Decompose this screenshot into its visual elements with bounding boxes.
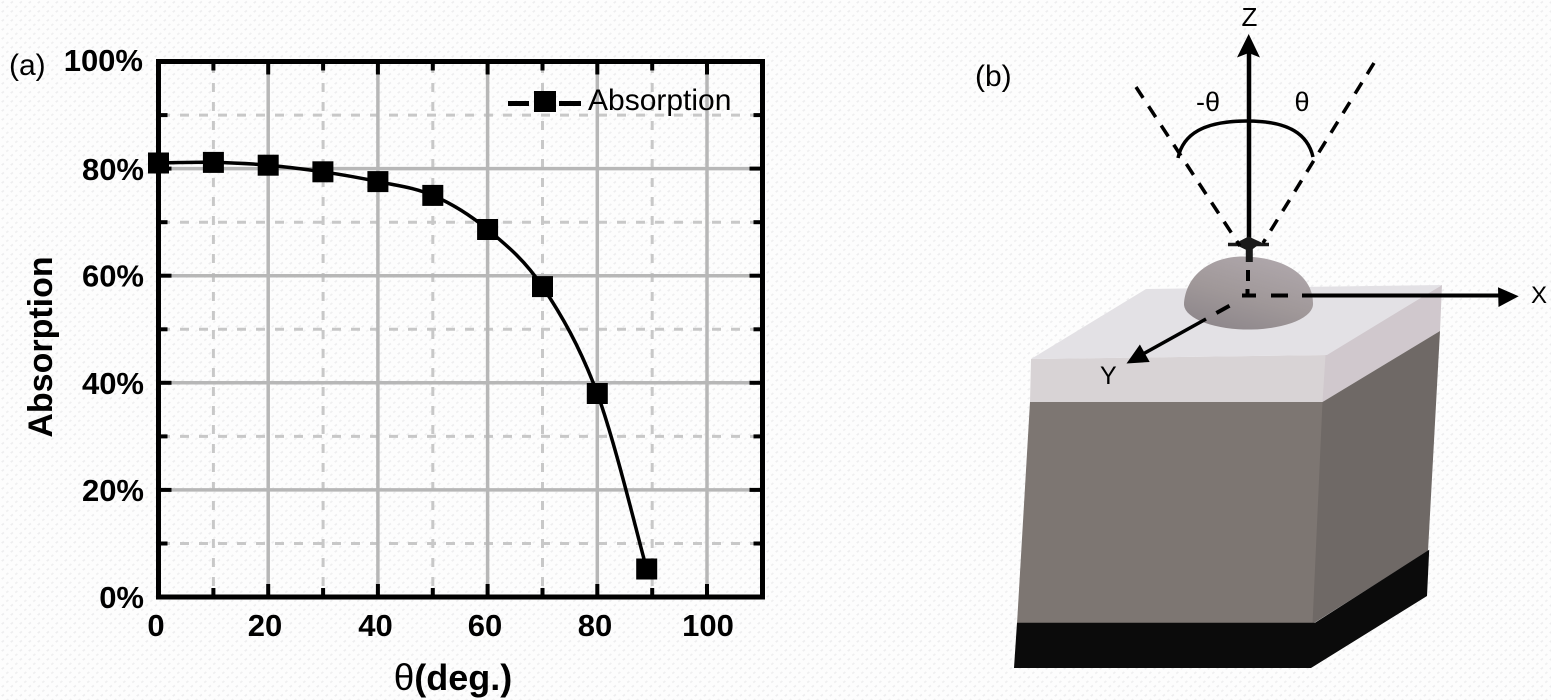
svg-text:60%: 60% [82, 259, 144, 294]
svg-text:20%: 20% [82, 473, 144, 508]
svg-text:Absorption: Absorption [588, 84, 731, 117]
svg-text:θ(deg.): θ(deg.) [394, 657, 513, 698]
svg-text:(b): (b) [975, 60, 1012, 93]
svg-text:θ: θ [1294, 87, 1309, 117]
svg-text:(a): (a) [9, 49, 46, 82]
svg-text:Absorption: Absorption [22, 256, 60, 437]
svg-text:Z: Z [1242, 2, 1258, 32]
svg-text:0%: 0% [99, 580, 144, 615]
svg-text:60: 60 [468, 608, 502, 643]
svg-text:100%: 100% [64, 43, 143, 78]
svg-text:-θ: -θ [1196, 87, 1220, 117]
svg-text:40: 40 [358, 608, 392, 643]
svg-text:100: 100 [682, 608, 734, 643]
svg-text:Y: Y [1100, 362, 1117, 390]
svg-text:0: 0 [147, 608, 164, 643]
svg-text:40%: 40% [82, 366, 144, 401]
svg-text:X: X [1531, 282, 1547, 309]
svg-text:80: 80 [578, 608, 612, 643]
svg-text:80%: 80% [82, 152, 144, 187]
svg-text:20: 20 [248, 608, 282, 643]
